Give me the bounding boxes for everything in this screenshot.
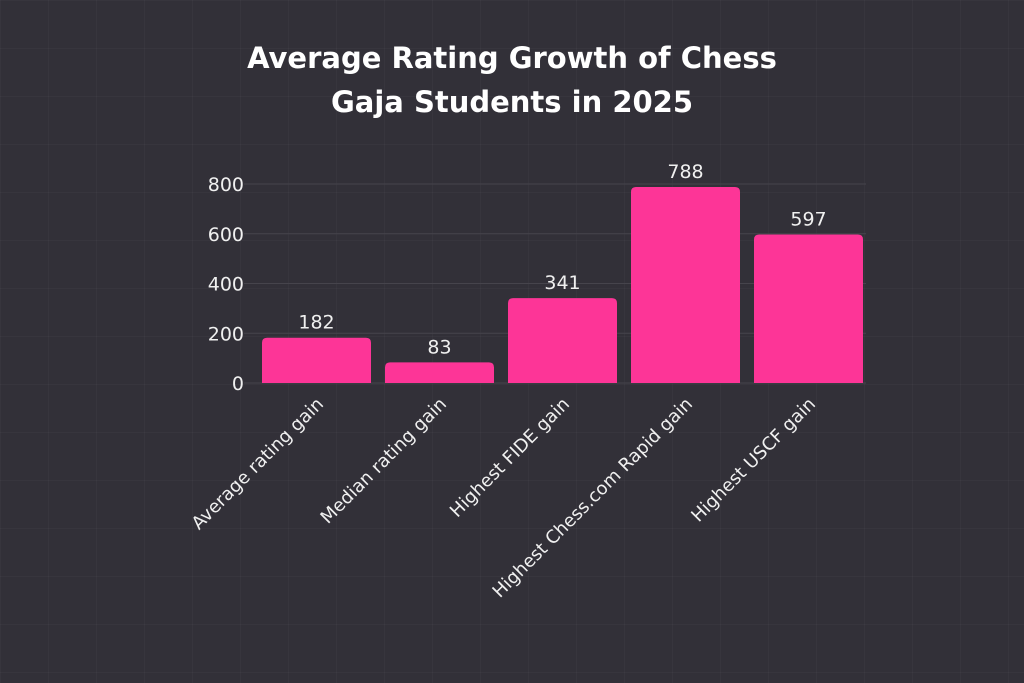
bar xyxy=(262,337,371,383)
data-label: 597 xyxy=(790,208,826,230)
data-label: 83 xyxy=(427,336,451,358)
data-label: 788 xyxy=(667,161,703,183)
bar xyxy=(508,298,617,383)
y-tick-label: 600 xyxy=(208,224,244,246)
y-tick-label: 200 xyxy=(208,323,244,345)
x-tick-label: Average rating gain xyxy=(188,394,328,534)
chart-title: Average Rating Growth of Chess Gaja Stud… xyxy=(0,36,1024,124)
title-line-1: Average Rating Growth of Chess xyxy=(247,41,777,75)
data-label: 341 xyxy=(544,272,580,294)
x-tick-label: Median rating gain xyxy=(317,394,451,528)
bar xyxy=(385,362,494,383)
x-tick-label: Highest USCF gain xyxy=(687,394,820,527)
y-tick-label: 400 xyxy=(208,274,244,296)
bar xyxy=(754,234,863,383)
y-tick-label: 0 xyxy=(232,373,244,395)
x-tick-label: Highest Chess.com Rapid gain xyxy=(489,394,698,603)
title-line-2: Gaja Students in 2025 xyxy=(330,85,694,119)
y-tick-label: 800 xyxy=(208,174,244,196)
x-tick-label: Highest FIDE gain xyxy=(446,394,574,522)
bar xyxy=(631,186,740,383)
data-label: 182 xyxy=(298,312,334,334)
